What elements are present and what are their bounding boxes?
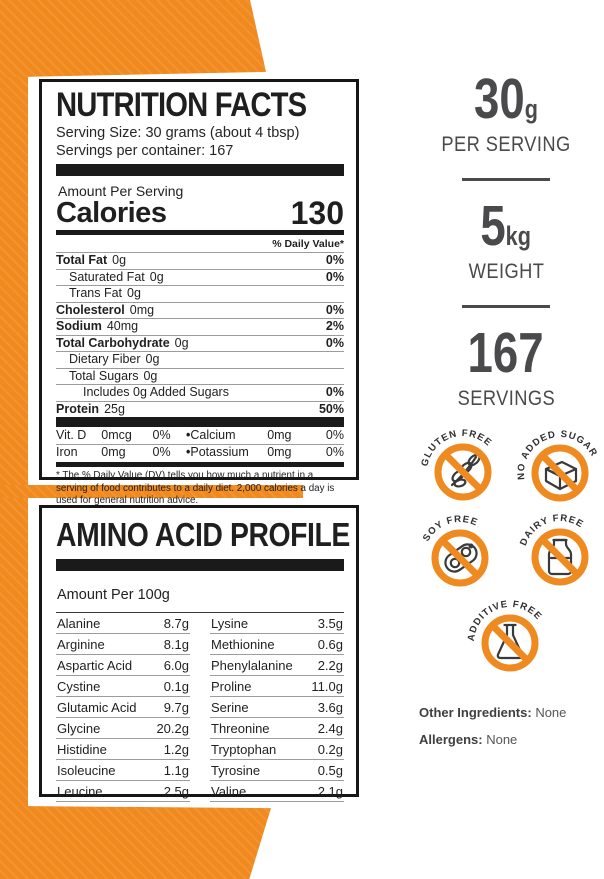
- bullet-separator: •: [185, 427, 191, 442]
- stat-per-serving: 30g PER SERVING: [441, 67, 571, 157]
- amino-acid-row: Lysine 3.5g: [210, 613, 344, 634]
- nutrient-row-protein: Protein 25g 50%: [56, 400, 344, 416]
- badge-no-added-sugar: NO ADDED SUGAR: [510, 417, 600, 502]
- ingredients-footer: Other Ingredients: None Allergens: None: [419, 705, 566, 759]
- stat-divider: [462, 178, 550, 181]
- divider-bar: [56, 462, 344, 467]
- sugar-cube-icon: [544, 460, 578, 491]
- amino-acid-row: Tryptophan 0.2g: [210, 739, 344, 760]
- bullet-separator: •: [185, 445, 191, 459]
- nutrition-facts-title: NUTRITION FACTS: [56, 86, 307, 124]
- amino-acid-row: Glutamic Acid 9.7g: [56, 697, 190, 718]
- nutrient-row-dietary-fiber: Dietary Fiber 0g: [56, 351, 344, 368]
- serving-size: Serving Size: 30 grams (about 4 tbsp): [56, 125, 300, 141]
- badge-gluten-free: GLUTEN FREE: [413, 418, 496, 501]
- left-orange-strip: [0, 0, 28, 879]
- servings-per-container: Servings per container: 167: [56, 143, 234, 159]
- amino-acid-row: Arginine 8.1g: [56, 634, 190, 655]
- calories-label: Calories: [56, 197, 167, 229]
- amino-acid-row: Valine 2.1g: [210, 781, 344, 802]
- micronutrient-row-iron-potassium: Iron 0mg 0% • Potassium 0mg 0%: [56, 443, 344, 459]
- nutrient-row-added-sugars: Includes 0g Added Sugars 0%: [56, 384, 344, 401]
- nutrient-row-sodium: Sodium 40mg 2%: [56, 318, 344, 333]
- badge-dairy-free: DAIRY FREE: [513, 504, 589, 586]
- amount-per-serving-label: Amount Per Serving: [58, 183, 184, 199]
- nutrient-row-total-sugars: Total Sugars 0g: [56, 367, 344, 385]
- amino-acid-row: Isoleucine 1.1g: [56, 760, 190, 781]
- amount-per-100g-label: Amount Per 100g: [56, 587, 344, 613]
- daily-value-header: % Daily Value*: [272, 238, 344, 250]
- middle-orange-band: [0, 485, 303, 498]
- calories-row: Calories 130: [56, 195, 344, 231]
- badge-soy-free: SOY FREE: [417, 506, 489, 587]
- amino-acid-row: Serine 3.6g: [210, 697, 344, 718]
- amino-acid-row: Cystine 0.1g: [56, 676, 190, 697]
- amino-acid-row: Leucine 2.5g: [56, 781, 190, 802]
- stat-servings: 167 SERVINGS: [457, 321, 555, 411]
- amino-acid-row: Alanine 8.7g: [56, 613, 190, 634]
- badge-additive-free: ADDITIVE FREE: [460, 588, 546, 672]
- micronutrient-row-vitd-calcium: Vit. D 0mcg 0% • Calcium 0mg 0%: [56, 427, 344, 442]
- amino-acid-row: Phenylalanine 2.2g: [210, 655, 344, 676]
- stat-divider: [462, 305, 550, 308]
- divider-bar: [56, 559, 344, 571]
- amino-acid-row: Aspartic Acid 6.0g: [56, 655, 190, 676]
- allergens-line: Allergens: None: [419, 732, 518, 747]
- divider-bar: [56, 417, 344, 427]
- amino-acid-row: Methionine 0.6g: [210, 634, 344, 655]
- nutrient-row-total-carbohydrate: Total Carbohydrate 0g 0%: [56, 334, 344, 350]
- amino-acid-profile-panel: AMINO ACID PROFILE Amount Per 100g Alani…: [39, 505, 359, 802]
- product-stats: 30g PER SERVING 5kg WEIGHT 167 SERVINGS: [408, 67, 604, 411]
- nutrient-row-trans-fat: Trans Fat 0g: [56, 285, 344, 302]
- amino-acid-right-column: Lysine 3.5g Methionine 0.6g Phenylalanine 2…: [210, 613, 344, 802]
- amino-acid-row: Glycine 20.2g: [56, 718, 190, 739]
- amino-acid-left-column: Alanine 8.7g Arginine 8.1g Aspartic Acid 6.…: [56, 613, 190, 802]
- amino-acid-row: Histidine 1.2g: [56, 739, 190, 760]
- divider-bar: [56, 164, 344, 176]
- amino-acid-profile-title: AMINO ACID PROFILE: [56, 516, 350, 553]
- nutrient-row-saturated-fat: Saturated Fat 0g 0%: [56, 268, 344, 286]
- stat-weight: 5kg WEIGHT: [468, 194, 544, 284]
- calories-value: 130: [290, 195, 344, 231]
- amino-acid-row: Proline 11.0g: [210, 676, 344, 697]
- nutrition-facts-panel: NUTRITION FACTS Serving Size: 30 grams (…: [39, 79, 359, 506]
- top-orange-shape: [0, 0, 266, 78]
- amino-acid-row: Tyrosine 0.5g: [210, 760, 344, 781]
- divider-bar: [56, 230, 344, 235]
- daily-value-footnote: * The % Daily Value (DV) tells you how m…: [56, 470, 335, 507]
- amino-acid-row: Threonine 2.4g: [210, 718, 344, 739]
- nutrient-row-cholesterol: Cholesterol 0mg 0%: [56, 301, 344, 317]
- bottom-orange-shape: [0, 805, 271, 879]
- nutrient-row-total-fat: Total Fat 0g 0%: [56, 252, 344, 267]
- other-ingredients-line: Other Ingredients: None: [419, 705, 567, 720]
